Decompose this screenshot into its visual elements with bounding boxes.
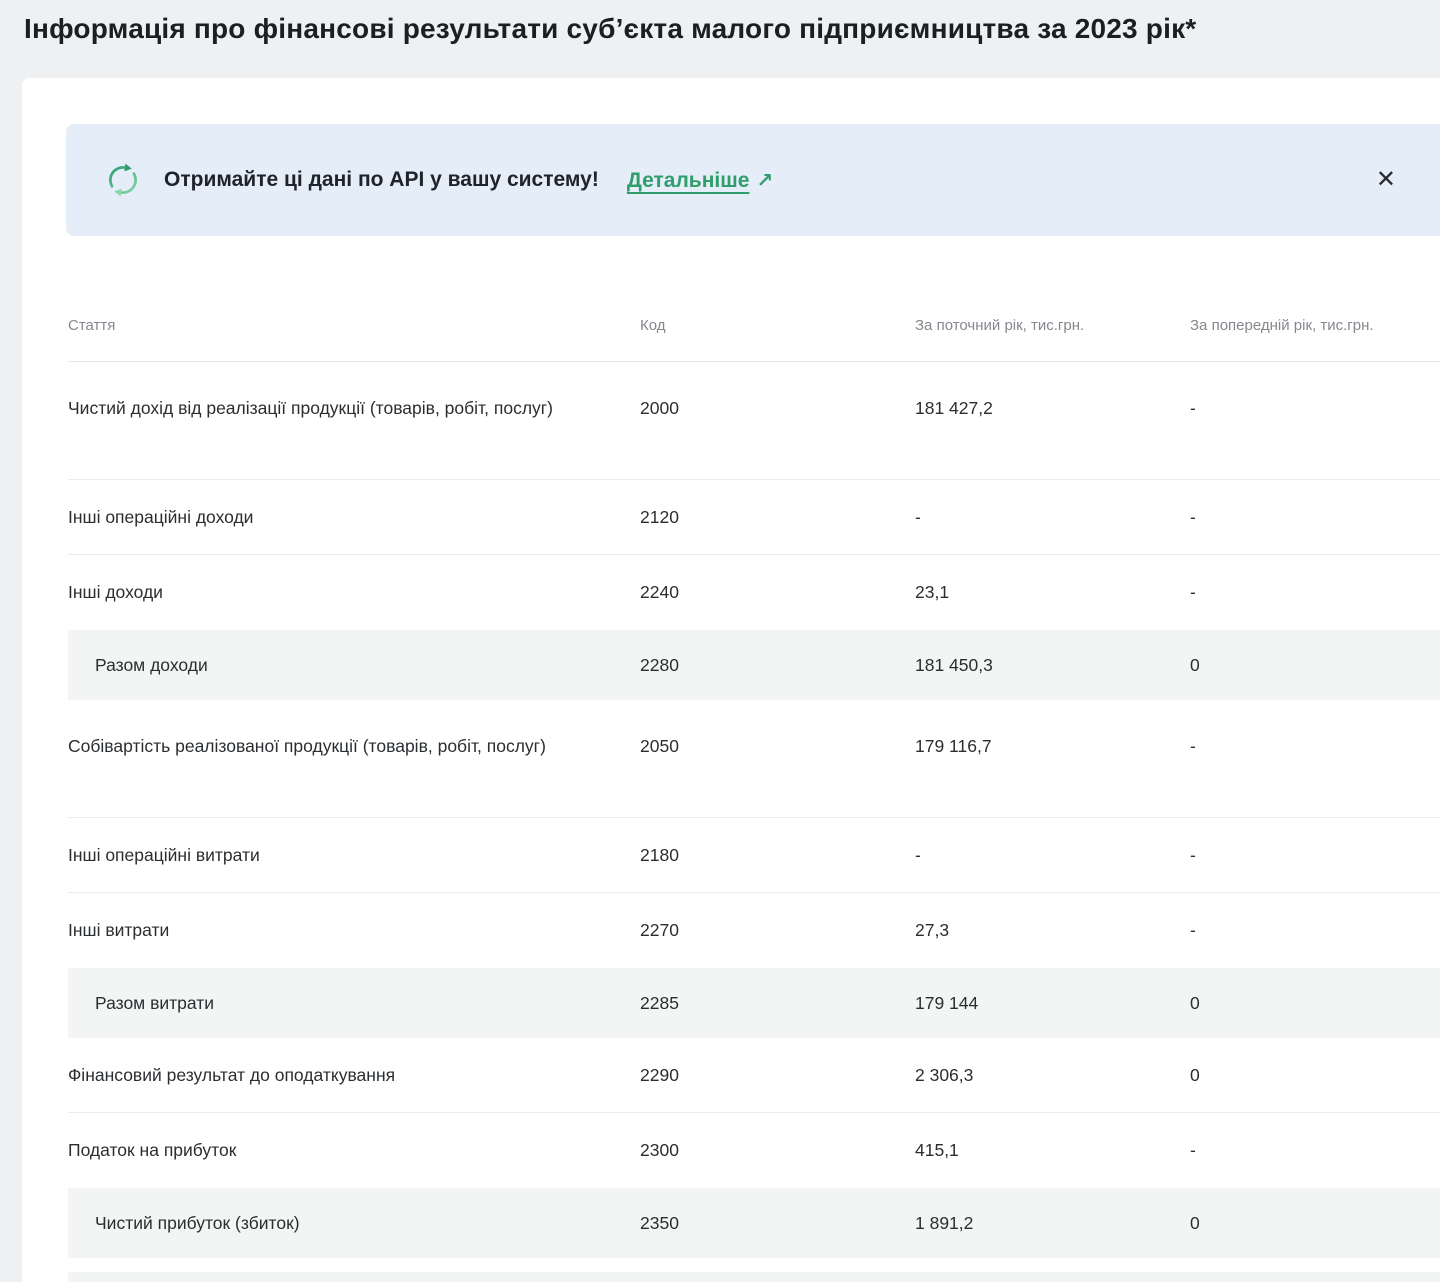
- row-code-value: 2120: [640, 506, 679, 527]
- api-banner: Отримайте ці дані по API у вашу систему!…: [66, 124, 1440, 236]
- row-current-year-value: -: [915, 506, 921, 527]
- table-header-row: Стаття Код За поточний рік, тис.грн. За …: [68, 236, 1440, 362]
- row-previous-year-value: -: [1190, 736, 1196, 756]
- row-article-label: Разом доходи: [95, 654, 208, 675]
- banner-message: Отримайте ці дані по API у вашу систему!: [164, 168, 599, 191]
- col-header-previous-year: За попередній рік, тис.грн.: [1190, 317, 1374, 334]
- row-article-label: Собівартість реалізованої продукції (тов…: [68, 736, 546, 756]
- row-article-label: Інші витрати: [68, 920, 170, 940]
- row-previous-year-value: -: [1190, 582, 1196, 602]
- external-link-arrow-icon: ↗: [756, 169, 774, 192]
- row-current-year-value: 2 306,3: [915, 1064, 974, 1085]
- table-row: Інші операційні доходи 2120 - -: [68, 480, 1440, 555]
- row-current-year-value: 415,1: [915, 1140, 959, 1160]
- row-code-value: 2280: [640, 654, 679, 675]
- table-row: Собівартість реалізованої продукції (тов…: [68, 700, 1440, 818]
- table-row: Разом витрати 2285 179 144 0: [68, 968, 1440, 1038]
- row-article-label: Інші доходи: [68, 582, 163, 602]
- row-current-year-value: -: [915, 844, 921, 865]
- row-current-year-value: 27,3: [915, 920, 950, 940]
- row-article-label: Інші операційні доходи: [68, 506, 254, 527]
- row-current-year-value: 1 891,2: [915, 1212, 974, 1233]
- row-previous-year-value: 0: [1190, 992, 1200, 1013]
- row-current-year-value: 181 450,3: [915, 654, 993, 675]
- banner-details-link[interactable]: Детальніше ↗: [627, 168, 773, 193]
- row-code-value: 2000: [640, 398, 679, 418]
- row-article-label: Фінансовий результат до оподаткування: [68, 1064, 396, 1085]
- table-row: Разом доходи 2280 181 450,3 0: [68, 630, 1440, 700]
- table-row: Інші операційні витрати 2180 - -: [68, 818, 1440, 893]
- table-row: Інші витрати 2270 27,3 -: [68, 893, 1440, 968]
- col-header-code: Код: [640, 317, 666, 334]
- row-previous-year-value: -: [1190, 920, 1196, 940]
- row-article-label: Податок на прибуток: [68, 1140, 237, 1160]
- financial-results-table: Стаття Код За поточний рік, тис.грн. За …: [68, 236, 1440, 1258]
- col-header-article: Стаття: [68, 317, 116, 334]
- table-row: Фінансовий результат до оподаткування 22…: [68, 1038, 1440, 1113]
- row-previous-year-value: -: [1190, 506, 1196, 527]
- row-current-year-value: 179 116,7: [915, 736, 992, 756]
- row-code-value: 2050: [640, 736, 679, 756]
- sync-icon: [109, 163, 137, 197]
- row-code-value: 2270: [640, 920, 679, 940]
- close-icon: ✕: [1375, 166, 1396, 193]
- table-body: Чистий дохід від реалізації продукції (т…: [68, 362, 1440, 1258]
- next-section-partial-row: [68, 1272, 1440, 1282]
- page-title: Інформація про фінансові результати суб’…: [24, 13, 1197, 44]
- table-row: Податок на прибуток 2300 415,1 -: [68, 1113, 1440, 1188]
- banner-link-label: Детальніше: [626, 168, 750, 192]
- table-row: Чистий дохід від реалізації продукції (т…: [68, 362, 1440, 480]
- row-previous-year-value: -: [1190, 1140, 1196, 1160]
- row-code-value: 2290: [640, 1064, 679, 1085]
- row-current-year-value: 23,1: [915, 582, 950, 602]
- row-previous-year-value: -: [1190, 398, 1196, 418]
- row-article-label: Разом витрати: [95, 992, 215, 1013]
- row-current-year-value: 179 144: [915, 992, 979, 1013]
- row-code-value: 2240: [640, 582, 679, 602]
- row-article-label: Чистий прибуток (збиток): [95, 1212, 300, 1233]
- row-current-year-value: 181 427,2: [915, 398, 993, 418]
- row-code-value: 2350: [640, 1212, 679, 1233]
- row-previous-year-value: 0: [1190, 1064, 1200, 1085]
- row-article-label: Чистий дохід від реалізації продукції (т…: [68, 398, 553, 418]
- row-code-value: 2180: [640, 844, 679, 865]
- col-header-current-year: За поточний рік, тис.грн.: [915, 317, 1085, 334]
- content-card: Отримайте ці дані по API у вашу систему!…: [22, 78, 1440, 1282]
- row-code-value: 2285: [640, 992, 679, 1013]
- row-previous-year-value: 0: [1190, 1212, 1200, 1233]
- table-row: Інші доходи 2240 23,1 -: [68, 555, 1440, 630]
- row-code-value: 2300: [640, 1140, 679, 1160]
- row-previous-year-value: 0: [1190, 654, 1200, 675]
- row-previous-year-value: -: [1190, 844, 1196, 865]
- banner-close-button[interactable]: ✕: [1370, 162, 1402, 198]
- table-row: Чистий прибуток (збиток) 2350 1 891,2 0: [68, 1188, 1440, 1258]
- row-article-label: Інші операційні витрати: [68, 844, 260, 865]
